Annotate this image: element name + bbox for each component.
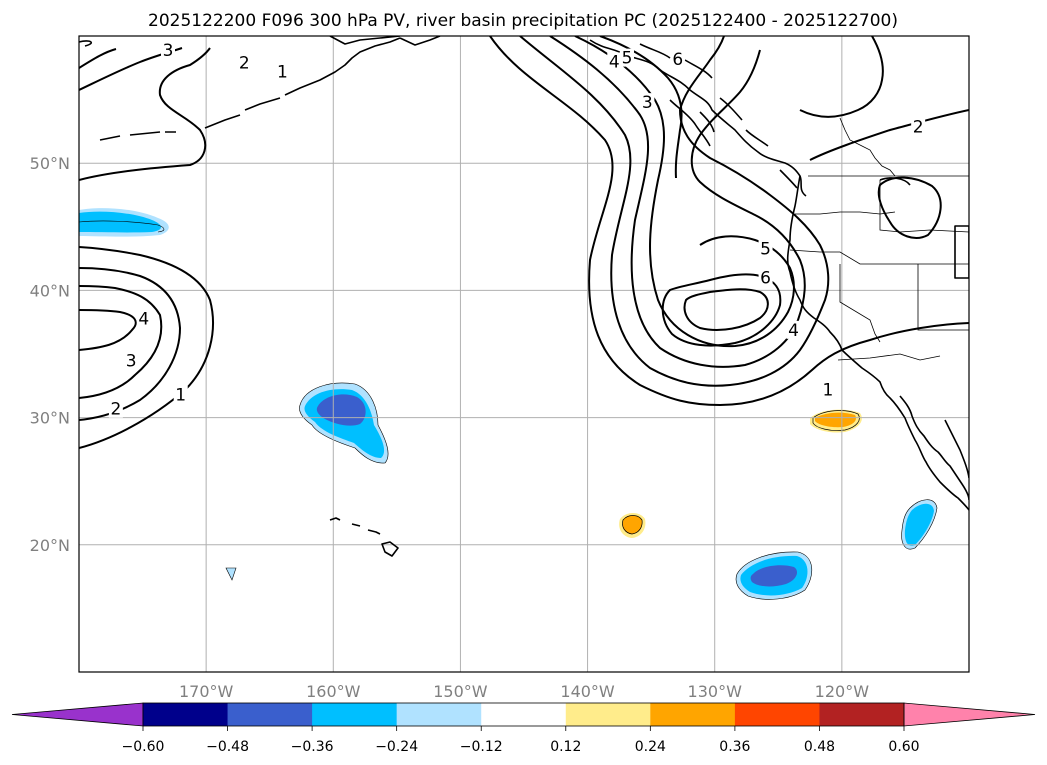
contour-label-halo bbox=[173, 385, 188, 404]
contour-label-halo bbox=[136, 309, 151, 328]
contour-label: 3 bbox=[163, 41, 174, 61]
contour-label: 2 bbox=[110, 400, 121, 420]
colorbar-tick-label: 0.12 bbox=[550, 739, 581, 755]
lon-tick-label: 120°W bbox=[815, 682, 870, 701]
lon-tick-label: 160°W bbox=[306, 682, 361, 701]
longitude-tick-labels: 170°W 160°W 150°W 140°W 130°W 120°W bbox=[179, 682, 869, 701]
colorbar-tick-label: −0.60 bbox=[122, 739, 165, 755]
contour-label-halo bbox=[820, 380, 835, 399]
colorbar-segment bbox=[481, 703, 567, 726]
colorbar-tick-label: 0.60 bbox=[888, 739, 919, 755]
colorbar-tick-label: −0.48 bbox=[206, 739, 249, 755]
contour-label: 6 bbox=[672, 50, 683, 70]
colorbar-segment bbox=[565, 703, 651, 726]
colorbar-segment bbox=[312, 703, 398, 726]
colorbar-tick-label: 0.36 bbox=[719, 739, 750, 755]
lat-tick-label: 20°N bbox=[30, 536, 70, 555]
contour-label: 1 bbox=[277, 63, 288, 83]
contour-label-halo bbox=[124, 351, 139, 370]
contour-label-halo bbox=[758, 239, 773, 258]
colorbar-tick-label: 0.48 bbox=[804, 739, 835, 755]
colorbar-segment bbox=[650, 703, 736, 726]
precip-patch-baja-negative bbox=[901, 499, 938, 550]
precip-patch-south-california-positive bbox=[810, 409, 862, 433]
colorbar-frame bbox=[142, 702, 905, 727]
colorbar-tick-label: 0.24 bbox=[635, 739, 666, 755]
lat-tick-label: 40°N bbox=[30, 281, 70, 300]
precip-patch-northwest-negative bbox=[79, 208, 169, 237]
contour-label: 4 bbox=[788, 321, 799, 341]
contour-label-halo bbox=[670, 49, 685, 68]
colorbar-extend-low bbox=[11, 702, 144, 727]
colorbar: −0.60 −0.48 −0.36 −0.24 −0.12 0.12 0.24 0.36 0.4… bbox=[11, 702, 1036, 755]
contour-label-halo bbox=[911, 117, 926, 136]
contour-label-halo bbox=[161, 40, 175, 59]
precip-patch-central-pacific-negative bbox=[299, 382, 389, 464]
contour-label: 4 bbox=[138, 309, 149, 329]
contour-label: 1 bbox=[822, 381, 833, 401]
lat-tick-label: 30°N bbox=[30, 409, 70, 428]
colorbar-segment bbox=[143, 703, 229, 726]
lon-tick-label: 170°W bbox=[179, 682, 234, 701]
precip-patch-mid-pacific-positive bbox=[619, 513, 646, 538]
contour-label: 2 bbox=[913, 117, 924, 137]
contour-label: 3 bbox=[642, 93, 653, 113]
map-frame bbox=[78, 35, 970, 673]
colorbar-tick-label: −0.36 bbox=[291, 739, 334, 755]
contour-label: 4 bbox=[609, 52, 620, 72]
colorbar-tick-label: −0.12 bbox=[460, 739, 503, 755]
colorbar-tick-label: −0.24 bbox=[375, 739, 418, 755]
colorbar-extend-high bbox=[903, 702, 1036, 727]
contour-label: 2 bbox=[239, 54, 250, 74]
colorbar-segment bbox=[734, 703, 820, 726]
contour-label-halo bbox=[786, 320, 801, 339]
contour-label-halo bbox=[237, 53, 252, 72]
lon-tick-label: 150°W bbox=[433, 682, 488, 701]
lon-tick-label: 130°W bbox=[688, 682, 743, 701]
contour-label: 3 bbox=[126, 351, 137, 371]
contour-label-halo bbox=[607, 52, 622, 71]
gridlines bbox=[79, 36, 969, 672]
pv-contours bbox=[79, 36, 969, 449]
contour-label-halo bbox=[275, 62, 290, 81]
colorbar-segment bbox=[227, 703, 313, 726]
contour-label: 1 bbox=[175, 386, 186, 406]
precip-pc-shading bbox=[79, 208, 938, 600]
contour-label-halo bbox=[640, 93, 655, 112]
contour-label: 5 bbox=[760, 239, 771, 259]
lat-tick-label: 50°N bbox=[30, 154, 70, 173]
colorbar-segment bbox=[819, 703, 905, 726]
precip-patch-south-negative bbox=[735, 551, 812, 600]
contour-label: 6 bbox=[760, 269, 771, 289]
map-title: 2025122200 F096 300 hPa PV, river basin … bbox=[148, 11, 898, 31]
colorbar-segment bbox=[396, 703, 482, 726]
contour-label-halo bbox=[758, 268, 773, 287]
lon-tick-label: 140°W bbox=[560, 682, 615, 701]
contour-label-halo bbox=[108, 399, 123, 418]
contour-label-halo bbox=[619, 48, 634, 67]
contour-label: 5 bbox=[622, 49, 633, 69]
precip-patch-hawaii-small-negative bbox=[225, 567, 237, 581]
latitude-tick-labels: 20°N 30°N 40°N 50°N bbox=[30, 154, 70, 555]
